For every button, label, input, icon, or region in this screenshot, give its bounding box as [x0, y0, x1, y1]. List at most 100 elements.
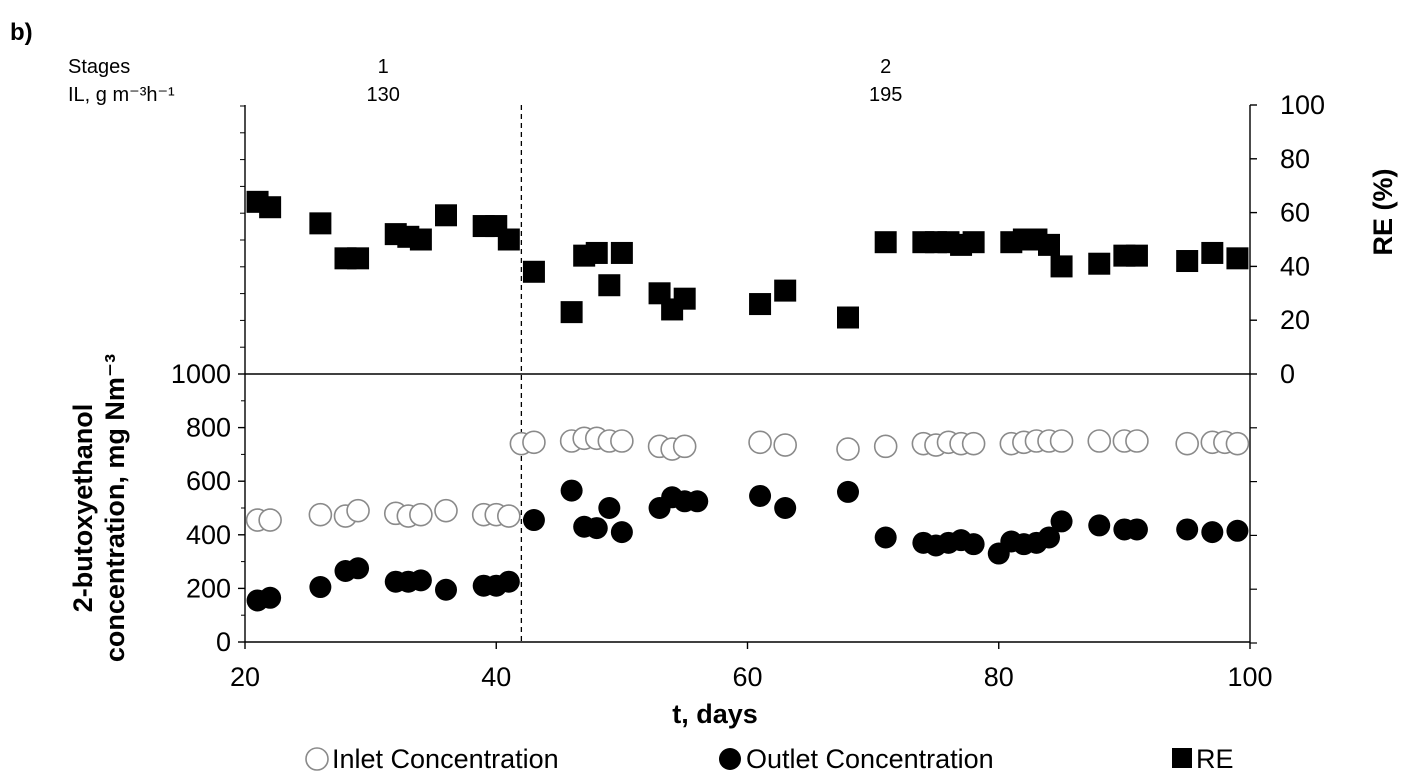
re-point: [1088, 252, 1111, 275]
re-point: [1125, 244, 1148, 267]
y-tick-label: 800: [186, 413, 231, 443]
re-point: [1226, 247, 1249, 270]
legend-re-label: RE: [1196, 744, 1234, 774]
legend-outlet-label: Outlet Concentration: [746, 744, 994, 774]
y-tick-label: 1000: [171, 359, 231, 389]
y-tick-label: 200: [186, 573, 231, 603]
series-re: [246, 190, 1249, 329]
outlet-point: [962, 533, 985, 556]
re-point: [409, 228, 432, 251]
outlet-point: [749, 484, 772, 507]
re-point: [1050, 255, 1073, 278]
re-point: [874, 231, 897, 254]
inlet-point: [308, 502, 333, 527]
inlet-point: [434, 498, 458, 523]
legend-re-marker: [1172, 748, 1192, 768]
x-tick-label: 80: [984, 662, 1014, 692]
inlet-point: [497, 504, 521, 528]
outlet-point: [497, 570, 520, 593]
inlet-point: [258, 508, 282, 532]
outlet-point: [1088, 514, 1111, 537]
inlet-point: [610, 429, 634, 453]
inlet-point: [409, 502, 433, 527]
outlet-point: [598, 497, 621, 519]
header-row2-label: IL, g m⁻³h⁻¹: [68, 84, 175, 106]
inlet-point: [1049, 429, 1074, 453]
outlet-point: [837, 480, 859, 503]
legend: Inlet Concentration Outlet Concentration…: [305, 744, 1234, 774]
outlet-point: [585, 517, 608, 540]
re-point: [749, 293, 772, 316]
y-axis-title-line1: 2-butoxyethanol: [68, 404, 98, 613]
outlet-point: [1176, 518, 1199, 541]
inlet-point: [346, 498, 370, 523]
re-point: [598, 274, 621, 297]
series-outlet-concentration: [246, 479, 1249, 612]
inlet-point: [836, 437, 860, 461]
re-point: [560, 301, 583, 324]
re-point: [1038, 233, 1060, 256]
re-point: [347, 247, 370, 270]
re-point: [259, 196, 282, 219]
y-axis-title-line2: concentration, mg Nm⁻³: [100, 354, 130, 662]
outlet-point: [522, 509, 545, 532]
outlet-point: [610, 521, 633, 544]
inlet-point: [748, 430, 772, 455]
inlet-point: [1175, 431, 1199, 456]
inlet-point: [1087, 429, 1112, 453]
x-tick-label: 60: [732, 662, 762, 692]
y2-tick-label: 80: [1280, 144, 1310, 174]
outlet-point: [259, 586, 282, 609]
inlet-point: [1125, 429, 1149, 453]
outlet-point: [435, 578, 457, 601]
x-tick-label: 40: [481, 662, 511, 692]
outlet-point: [560, 479, 583, 502]
y2-tick-label: 20: [1280, 305, 1310, 335]
x-tick-label: 100: [1227, 662, 1272, 692]
y-tick-label: 600: [186, 466, 231, 496]
re-point: [309, 212, 332, 235]
outlet-point: [686, 490, 709, 513]
outlet-point: [874, 526, 897, 549]
inlet-point: [961, 431, 986, 456]
legend-inlet-label: Inlet Concentration: [332, 744, 559, 774]
re-point: [962, 231, 985, 254]
outlet-point: [1050, 510, 1073, 533]
re-point: [673, 287, 696, 310]
y2-tick-label: 40: [1280, 251, 1310, 281]
legend-outlet-marker: [719, 748, 741, 770]
legend-inlet-marker: [305, 747, 329, 771]
y2-axis-title: RE (%): [1368, 169, 1398, 256]
inlet-point: [773, 433, 797, 457]
outlet-point: [1038, 526, 1060, 549]
inlet-point: [1225, 431, 1250, 456]
re-point: [497, 228, 520, 251]
re-point: [610, 241, 633, 264]
outlet-point: [347, 557, 370, 580]
outlet-point: [774, 497, 797, 519]
y2-tick-label: 0: [1280, 359, 1295, 389]
outlet-point: [409, 569, 432, 592]
stage-1-number: 1: [378, 56, 389, 78]
series-inlet-concentration: [245, 426, 1250, 532]
panel-label: b): [10, 19, 33, 46]
re-point: [1201, 241, 1224, 264]
stage-2-number: 2: [880, 56, 891, 78]
re-point: [435, 204, 457, 227]
y2-tick-label: 60: [1280, 198, 1310, 228]
inlet-point: [522, 430, 546, 455]
stage-1-loading: 130: [367, 84, 400, 106]
plot-marks: [245, 190, 1250, 612]
outlet-point: [1125, 518, 1148, 541]
re-point: [585, 241, 608, 264]
outlet-point: [309, 576, 332, 599]
outlet-point: [1226, 519, 1249, 542]
x-axis-title: t, days: [672, 699, 758, 729]
inlet-point: [672, 434, 697, 459]
inlet-point: [873, 434, 898, 459]
y2-tick-label: 100: [1280, 90, 1325, 120]
re-point: [522, 260, 545, 283]
re-point: [774, 279, 797, 302]
